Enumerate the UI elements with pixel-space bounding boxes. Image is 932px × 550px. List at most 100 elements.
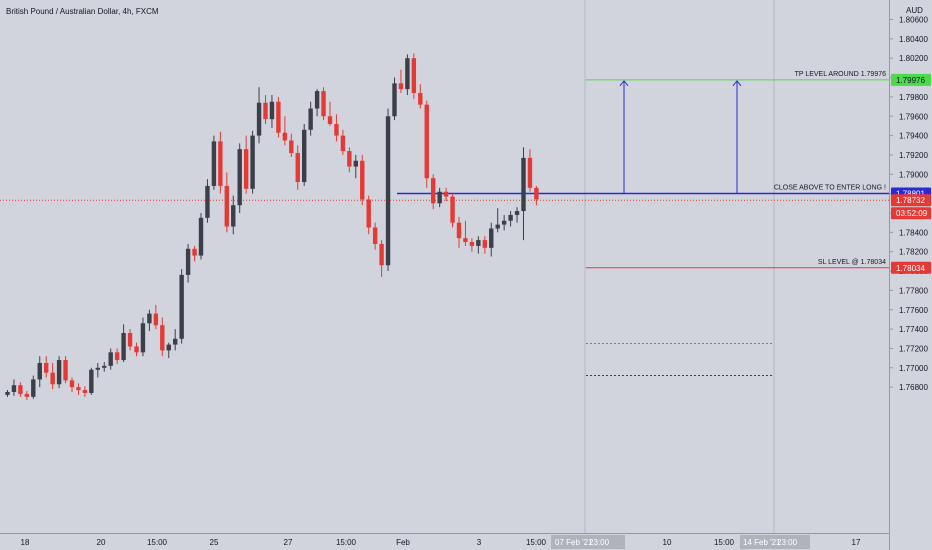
candle[interactable]: [50, 362, 55, 390]
candle[interactable]: [463, 220, 468, 246]
candle[interactable]: [521, 147, 526, 241]
candle[interactable]: [185, 243, 191, 283]
candles[interactable]: [5, 53, 539, 400]
candle[interactable]: [527, 149, 533, 192]
candle[interactable]: [231, 195, 236, 235]
candle[interactable]: [289, 133, 294, 157]
candle-body: [302, 129, 307, 183]
candle[interactable]: [392, 77, 397, 121]
candle[interactable]: [18, 382, 23, 397]
time-tick-label: 3: [477, 538, 482, 547]
candle[interactable]: [501, 214, 507, 231]
candle[interactable]: [89, 367, 94, 395]
candle[interactable]: [263, 94, 268, 124]
candle[interactable]: [82, 386, 88, 397]
candle[interactable]: [347, 147, 352, 173]
candle[interactable]: [276, 96, 281, 138]
candle[interactable]: [534, 185, 539, 206]
candle[interactable]: [127, 329, 133, 351]
candle[interactable]: [514, 207, 520, 223]
candle[interactable]: [63, 356, 68, 384]
candle[interactable]: [340, 129, 346, 155]
candle[interactable]: [334, 114, 339, 142]
candle[interactable]: [495, 208, 500, 233]
candle[interactable]: [450, 193, 455, 228]
candle[interactable]: [121, 324, 126, 362]
candle[interactable]: [218, 131, 223, 194]
candle[interactable]: [211, 135, 217, 190]
candle[interactable]: [134, 342, 139, 357]
candle[interactable]: [476, 236, 481, 254]
candle[interactable]: [411, 53, 417, 99]
candle[interactable]: [173, 329, 178, 351]
candle[interactable]: [147, 309, 152, 332]
candle[interactable]: [308, 101, 313, 136]
candle[interactable]: [153, 304, 159, 330]
price-tick-label: 1.76800: [899, 383, 928, 392]
candle[interactable]: [398, 69, 404, 94]
candle[interactable]: [443, 187, 449, 202]
candle[interactable]: [372, 222, 378, 250]
candle[interactable]: [321, 87, 326, 121]
candle[interactable]: [140, 317, 146, 357]
candle-body: [289, 140, 294, 154]
candle[interactable]: [437, 187, 442, 208]
candle[interactable]: [256, 87, 262, 144]
candle[interactable]: [205, 179, 210, 223]
candle[interactable]: [69, 377, 75, 392]
price-badge-label: 1.78732: [896, 196, 925, 205]
candle[interactable]: [179, 269, 184, 344]
candle[interactable]: [379, 240, 384, 277]
candle[interactable]: [302, 123, 307, 186]
candle[interactable]: [44, 356, 49, 378]
candle[interactable]: [24, 391, 30, 400]
candle[interactable]: [385, 108, 391, 272]
candle-body: [218, 141, 223, 186]
candle-body: [527, 157, 533, 188]
candle[interactable]: [314, 89, 320, 117]
time-axis[interactable]: 18 20 15:00 25 27 15:00 Feb 3 15:00 10 15:00 17 07 F…: [21, 535, 861, 549]
candle[interactable]: [327, 101, 333, 126]
range-end-badge: [740, 535, 810, 549]
candle[interactable]: [405, 54, 410, 95]
candle[interactable]: [243, 135, 249, 194]
candle[interactable]: [95, 362, 100, 378]
candle[interactable]: [76, 383, 81, 395]
candle[interactable]: [5, 390, 10, 397]
candle[interactable]: [114, 348, 120, 364]
candle[interactable]: [108, 348, 113, 370]
candle[interactable]: [424, 100, 429, 188]
candle[interactable]: [11, 379, 17, 396]
candle[interactable]: [469, 238, 475, 252]
candle[interactable]: [160, 317, 165, 357]
candle[interactable]: [360, 154, 365, 206]
candle-body: [224, 185, 229, 227]
candle[interactable]: [166, 342, 171, 359]
candle[interactable]: [192, 245, 197, 262]
candle[interactable]: [456, 216, 462, 248]
candle[interactable]: [353, 154, 358, 179]
candle[interactable]: [224, 172, 229, 233]
candle[interactable]: [31, 375, 36, 399]
candle[interactable]: [482, 236, 487, 254]
candle-body: [173, 338, 178, 345]
candle[interactable]: [489, 222, 494, 257]
candle[interactable]: [366, 195, 371, 235]
candle[interactable]: [418, 84, 423, 109]
candle[interactable]: [508, 211, 513, 227]
candle[interactable]: [282, 116, 288, 146]
candle[interactable]: [269, 94, 275, 128]
candle[interactable]: [56, 356, 62, 389]
price-tick-label: 1.77200: [899, 344, 928, 353]
candle[interactable]: [295, 145, 300, 190]
candle[interactable]: [102, 361, 107, 372]
candle[interactable]: [431, 174, 436, 210]
candle[interactable]: [250, 130, 255, 194]
candle[interactable]: [37, 356, 42, 388]
candle[interactable]: [237, 143, 242, 213]
price-axis[interactable]: AUD 1.806001.804001.802001.800001.798001…: [889, 6, 931, 392]
candle-body: [353, 160, 358, 167]
candle[interactable]: [198, 213, 204, 260]
candle-body: [256, 102, 262, 136]
